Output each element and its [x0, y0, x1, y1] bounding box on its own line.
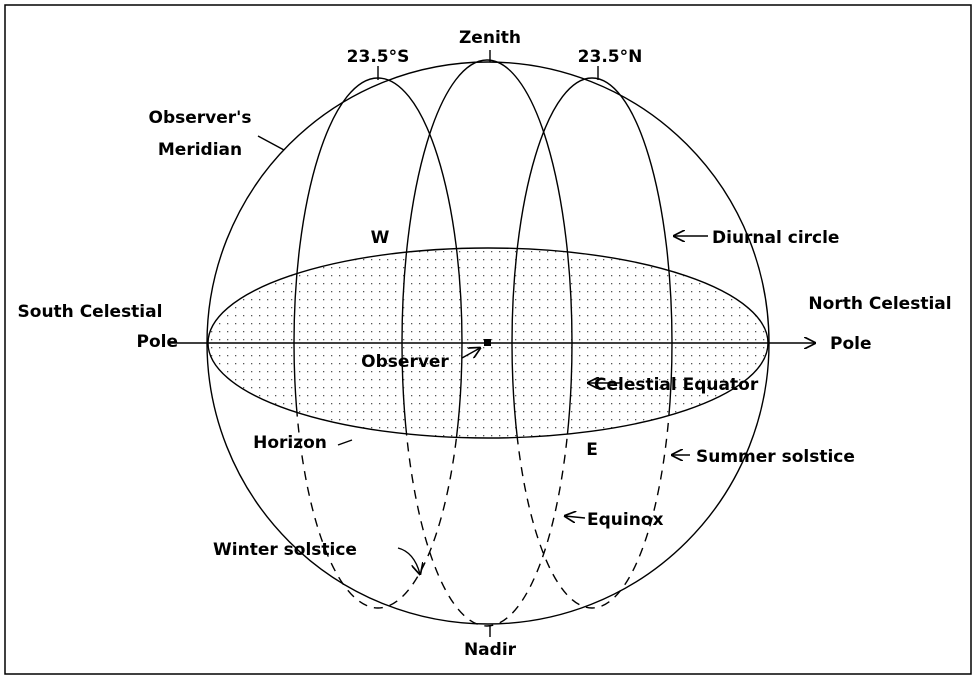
label: Celestial Equator — [594, 375, 759, 395]
label: Observer — [361, 352, 449, 372]
label: 23.5°S — [347, 47, 410, 67]
label: Zenith — [459, 28, 521, 48]
label: Diurnal circle — [712, 228, 839, 248]
label: Observer's — [149, 108, 252, 128]
label: Summer solstice — [696, 447, 855, 467]
label: W — [371, 228, 390, 248]
label: Equinox — [587, 510, 663, 530]
label: Winter solstice — [213, 540, 357, 560]
label: Meridian — [158, 140, 242, 160]
diurnal-lower — [293, 343, 673, 627]
label: 23.5°N — [578, 47, 643, 67]
observer-point — [484, 339, 491, 346]
label: South Celestial — [18, 302, 163, 322]
label: E — [586, 440, 598, 460]
leaders — [257, 50, 708, 637]
label: Pole — [830, 334, 872, 354]
label: Nadir — [464, 640, 517, 660]
label: North Celestial — [808, 294, 951, 314]
label: Pole — [137, 332, 179, 352]
label: Horizon — [253, 433, 327, 453]
